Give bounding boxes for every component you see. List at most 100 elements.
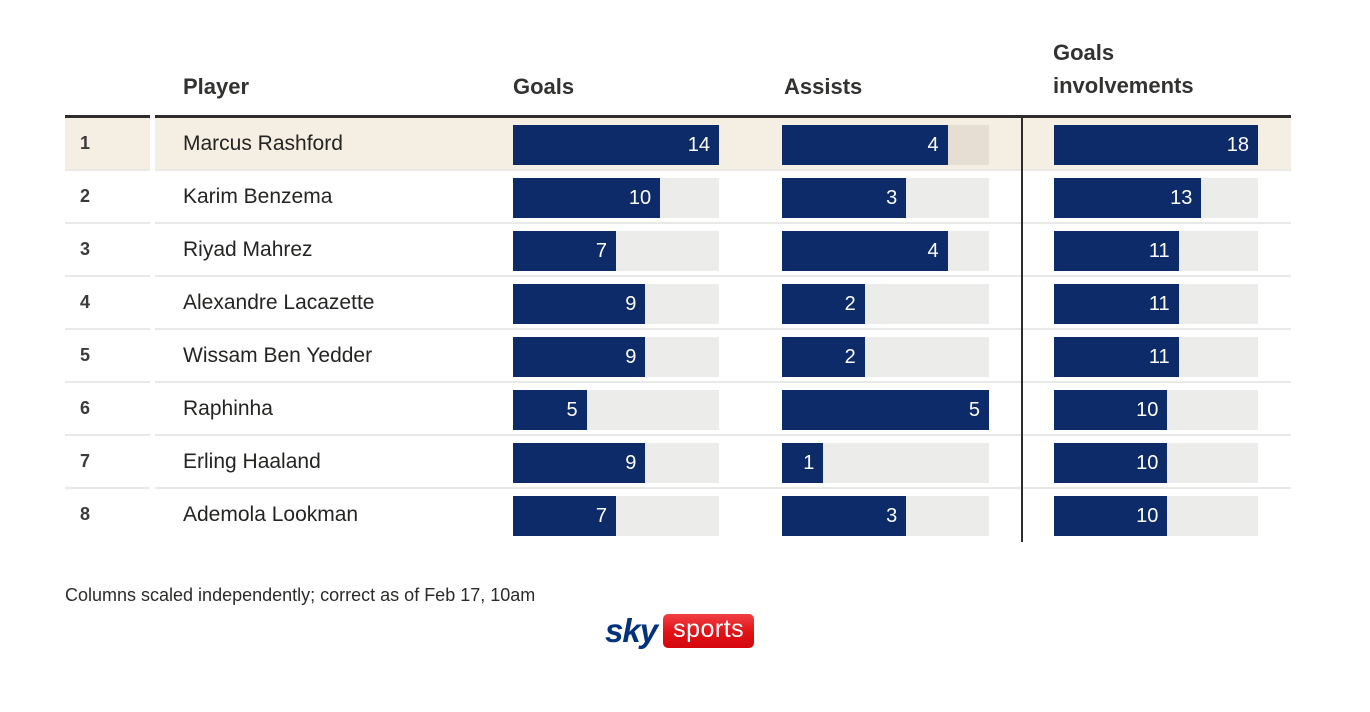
- assists-value: 3: [886, 187, 898, 209]
- assists-bar-track: 4: [782, 231, 989, 271]
- assists-value: 1: [803, 452, 815, 474]
- goals-bar-track: 7: [513, 496, 719, 536]
- assists-bar-track: 5: [782, 390, 989, 430]
- sky-logo-text: sky: [605, 612, 658, 649]
- involvements-value: 13: [1170, 187, 1193, 209]
- goals-bar: 9: [513, 443, 646, 483]
- involvements-column-divider: [1021, 118, 1023, 542]
- goals-value: 14: [687, 134, 710, 156]
- involvements-value: 18: [1226, 134, 1249, 156]
- involvements-value: 10: [1136, 399, 1159, 421]
- goals-bar-track: 10: [513, 178, 719, 218]
- assists-bar: 2: [782, 284, 865, 324]
- table-row: 1 Marcus Rashford 14 4 18: [65, 118, 1291, 171]
- goals-bar: 9: [513, 284, 646, 324]
- table-row: 6 Raphinha 5 5 10: [65, 383, 1291, 436]
- table-body: 1 Marcus Rashford 14 4 18 2 Karim Benzem…: [65, 118, 1291, 542]
- sky-sports-logo: sky sports: [605, 612, 755, 649]
- involvements-bar: 10: [1054, 443, 1168, 483]
- rank-label: 6: [80, 398, 91, 418]
- goals-bar: 14: [513, 125, 719, 165]
- column-header-involvements: Goals involvements: [1053, 40, 1194, 98]
- goals-value: 10: [628, 187, 652, 209]
- row-main-cell: Wissam Ben Yedder 9 2 11: [155, 330, 1291, 383]
- rank-label: 7: [80, 451, 91, 471]
- involvements-bar-track: 10: [1054, 443, 1258, 483]
- sports-logo-badge: sports: [663, 614, 755, 648]
- goals-value: 9: [625, 293, 637, 315]
- involvements-bar: 10: [1054, 496, 1168, 536]
- involvements-bar-track: 11: [1054, 337, 1258, 377]
- goals-bar-track: 5: [513, 390, 719, 430]
- table-row: 4 Alexandre Lacazette 9 2 11: [65, 277, 1291, 330]
- goals-bar: 10: [513, 178, 661, 218]
- row-main-cell: Erling Haaland 9 1 10: [155, 436, 1291, 489]
- involvements-value: 11: [1148, 240, 1170, 262]
- involvements-bar: 18: [1054, 125, 1258, 165]
- header-rule-right: [155, 115, 1291, 118]
- player-name: Wissam Ben Yedder: [183, 344, 373, 367]
- assists-value: 5: [968, 399, 980, 421]
- assists-bar-track: 3: [782, 178, 989, 218]
- assists-value: 3: [886, 505, 898, 527]
- assists-value: 4: [927, 134, 939, 156]
- stats-infographic: Player Goals Assists Goals involvements …: [65, 0, 1291, 712]
- player-name: Ademola Lookman: [183, 503, 359, 526]
- involvements-bar-track: 13: [1054, 178, 1258, 218]
- involvements-bar-track: 11: [1054, 284, 1258, 324]
- goals-value: 9: [625, 452, 637, 474]
- assists-value: 2: [844, 293, 856, 315]
- involvements-bar-track: 10: [1054, 390, 1258, 430]
- assists-bar: 5: [782, 390, 989, 430]
- goals-bar-track: 7: [513, 231, 719, 271]
- involvements-bar: 11: [1054, 231, 1179, 271]
- involvements-value: 11: [1148, 346, 1170, 368]
- sports-logo-text: sports: [673, 615, 745, 643]
- involvements-bar: 13: [1054, 178, 1202, 218]
- goals-bar: 7: [513, 496, 616, 536]
- rank-label: 8: [80, 504, 91, 524]
- assists-value: 2: [844, 346, 856, 368]
- involvements-bar: 11: [1054, 337, 1179, 377]
- involvements-bar-track: 11: [1054, 231, 1258, 271]
- involvements-value: 10: [1136, 452, 1159, 474]
- rank-cell: 6: [65, 383, 150, 436]
- column-header-goals: Goals: [513, 74, 575, 99]
- assists-bar: 3: [782, 178, 907, 218]
- assists-bar-track: 2: [782, 337, 989, 377]
- player-name: Riyad Mahrez: [183, 238, 313, 261]
- rank-label: 1: [80, 133, 91, 153]
- rank-cell: 8: [65, 489, 150, 542]
- player-name: Marcus Rashford: [183, 132, 343, 155]
- goals-value: 9: [625, 346, 637, 368]
- rank-label: 5: [80, 345, 91, 365]
- table-row: 8 Ademola Lookman 7 3 10: [65, 489, 1291, 542]
- goals-bar: 5: [513, 390, 587, 430]
- column-header-player: Player: [183, 74, 250, 99]
- goals-bar-track: 9: [513, 284, 719, 324]
- assists-bar-track: 1: [782, 443, 989, 483]
- table-row: 3 Riyad Mahrez 7 4 11: [65, 224, 1291, 277]
- header-rule-left: [65, 115, 150, 118]
- goals-value: 5: [566, 399, 578, 421]
- rank-label: 3: [80, 239, 91, 259]
- involvements-bar: 10: [1054, 390, 1168, 430]
- assists-bar: 3: [782, 496, 907, 536]
- rank-label: 4: [80, 292, 91, 312]
- rank-cell: 1: [65, 118, 150, 171]
- player-name: Alexandre Lacazette: [183, 291, 375, 314]
- involvements-bar-track: 18: [1054, 125, 1258, 165]
- row-main-cell: Riyad Mahrez 7 4 11: [155, 224, 1291, 277]
- player-name: Raphinha: [183, 397, 273, 420]
- involvements-value: 10: [1136, 505, 1159, 527]
- rank-cell: 2: [65, 171, 150, 224]
- assists-value: 4: [927, 240, 939, 262]
- goals-bar-track: 14: [513, 125, 719, 165]
- assists-bar: 4: [782, 231, 948, 271]
- assists-bar-track: 3: [782, 496, 989, 536]
- involvements-bar-track: 10: [1054, 496, 1258, 536]
- goals-bar-track: 9: [513, 337, 719, 377]
- goals-value: 7: [595, 240, 607, 262]
- table-row: 5 Wissam Ben Yedder 9 2 11: [65, 330, 1291, 383]
- involvements-value: 11: [1148, 293, 1170, 315]
